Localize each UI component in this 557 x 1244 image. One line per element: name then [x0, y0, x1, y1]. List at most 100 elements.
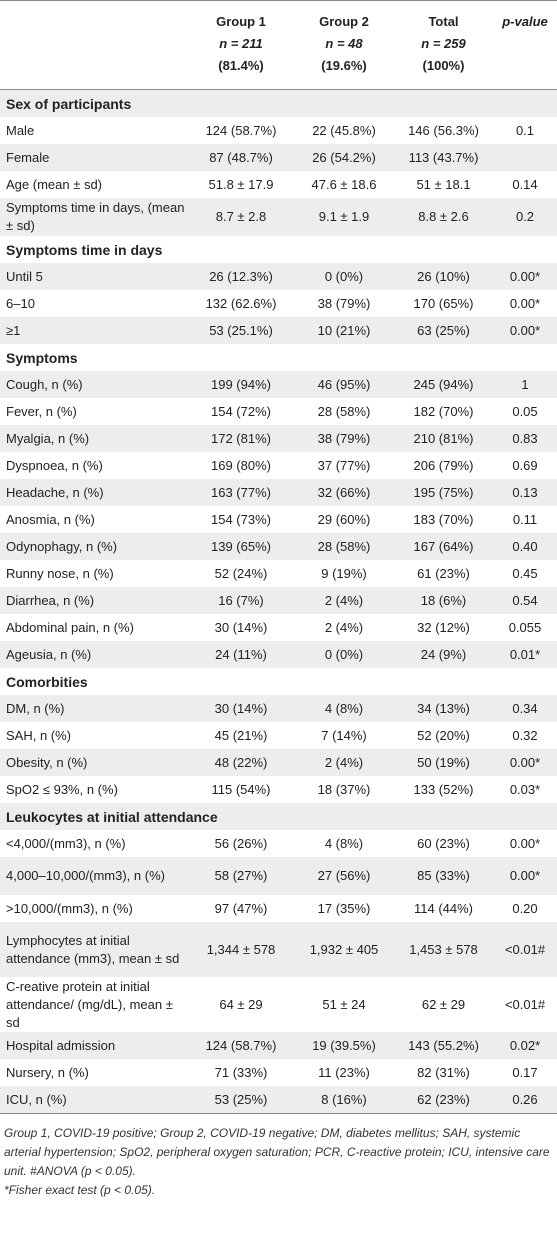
header-empty	[0, 0, 188, 90]
row-label: Abdominal pain, n (%)	[6, 619, 134, 635]
group2-value: 28 (58%)	[294, 533, 394, 560]
group1-value: 16 (7%)	[188, 587, 294, 614]
group2-value: 2 (4%)	[294, 587, 394, 614]
header-group1-n: n = 211	[219, 36, 263, 51]
p-value: 0.69	[512, 457, 538, 473]
section-title: Leukocytes at initial attendance	[0, 803, 557, 830]
total-value: 1,453 ± 578	[394, 922, 493, 977]
group2-value: 7 (14%)	[321, 727, 367, 743]
group1-value: 53 (25%)	[188, 1086, 294, 1114]
table-row: Headache, n (%) 163 (77%) 32 (66%) 195 (75%…	[0, 479, 557, 506]
table-row: Hospital admission 124 (58.7%) 19 (39.5%) 1…	[0, 1032, 557, 1059]
group2-value: 18 (37%)	[317, 781, 371, 797]
header-total-name: Total	[428, 14, 459, 29]
group2-value: 38 (79%)	[294, 425, 394, 452]
row-label: Age (mean ± sd)	[6, 176, 103, 192]
total-value: 143 (55.2%)	[394, 1032, 493, 1059]
row-label: Symptoms time in days, (mean ± sd)	[0, 198, 188, 236]
group1-value: 64 ± 29	[219, 996, 263, 1012]
table-row: 4,000–10,000/(mm3), n (%) 58 (27%) 27 (56%…	[0, 857, 557, 895]
p-value: 0.055	[508, 619, 542, 635]
table-row: Anosmia, n (%) 154 (73%) 29 (60%) 183 (70%)…	[0, 506, 557, 533]
group1-value: 115 (54%)	[211, 781, 271, 797]
total-value: 8.8 ± 2.6	[394, 198, 493, 236]
p-value	[493, 144, 557, 171]
total-value: 146 (56.3%)	[408, 122, 479, 138]
group1-value: 124 (58.7%)	[188, 1032, 294, 1059]
p-value: 0.02*	[493, 1032, 557, 1059]
p-value: 0.17	[512, 1064, 538, 1080]
total-value: 26 (10%)	[394, 263, 493, 290]
row-label: Fever, n (%)	[6, 403, 77, 419]
table-row: C-reative protein at initial attendance/…	[0, 977, 557, 1032]
group2-value: 22 (45.8%)	[312, 122, 376, 138]
row-label: Headache, n (%)	[0, 479, 188, 506]
section-title: Symptoms	[6, 349, 78, 366]
row-label: Nursery, n (%)	[6, 1064, 89, 1080]
p-value: 0.00*	[493, 749, 557, 776]
total-value: 133 (52%)	[413, 781, 474, 797]
header-group1: Group 1 n = 211 (81.4%)	[188, 0, 294, 90]
group2-value: 27 (56%)	[294, 857, 394, 895]
total-value: 18 (6%)	[394, 587, 493, 614]
header-group2-pct: (19.6%)	[321, 58, 367, 73]
row-label: SpO2 ≤ 93%, n (%)	[6, 781, 118, 797]
table-row: ≥1 53 (25.1%) 10 (21%) 63 (25%) 0.00*	[0, 317, 557, 344]
p-value: 0.45	[512, 565, 538, 581]
table-row: Cough, n (%) 199 (94%) 46 (95%) 245 (94%) 1	[0, 371, 557, 398]
table-body: Sex of participants Male 124 (58.7%) 22 (45…	[0, 89, 557, 1114]
total-value: 170 (65%)	[413, 295, 474, 311]
table-row: Odynophagy, n (%) 139 (65%) 28 (58%) 167 (6…	[0, 533, 557, 560]
header-group1-name: Group 1	[216, 14, 266, 29]
table-row: Dyspnoea, n (%) 169 (80%) 37 (77%) 206 (79%…	[0, 452, 557, 479]
p-value: 0.03*	[509, 781, 541, 797]
total-value: 52 (20%)	[417, 727, 470, 743]
row-label: Odynophagy, n (%)	[0, 533, 188, 560]
table-row: Abdominal pain, n (%) 30 (14%) 2 (4%) 32 (1…	[0, 614, 557, 641]
group1-value: 52 (24%)	[214, 565, 268, 581]
group1-value: 71 (33%)	[214, 1064, 268, 1080]
footnote-abbreviations: Group 1, COVID-19 positive; Group 2, COV…	[4, 1126, 550, 1178]
row-label: Diarrhea, n (%)	[0, 587, 188, 614]
group1-value: 30 (14%)	[188, 695, 294, 722]
table-header: Group 1 n = 211 (81.4%) Group 2 n = 48 (…	[0, 0, 557, 90]
p-value: <0.01#	[504, 996, 546, 1012]
p-value: <0.01#	[493, 922, 557, 977]
total-value: 24 (9%)	[394, 641, 493, 668]
row-label: Lymphocytes at initial attendance (mm3),…	[0, 922, 188, 977]
total-value: 61 (23%)	[417, 565, 470, 581]
group2-value: 0 (0%)	[294, 641, 394, 668]
row-label: SAH, n (%)	[6, 727, 72, 743]
total-value: 206 (79%)	[413, 457, 474, 473]
row-label: ≥1	[0, 317, 188, 344]
p-value: 0.40	[493, 533, 557, 560]
table-row: 6–10 132 (62.6%) 38 (79%) 170 (65%) 0.00*	[0, 290, 557, 317]
group1-value: 163 (77%)	[188, 479, 294, 506]
row-label: Female	[0, 144, 188, 171]
group2-value: 19 (39.5%)	[294, 1032, 394, 1059]
p-value: 0.54	[493, 587, 557, 614]
section-header-row: Symptoms time in days	[0, 236, 557, 263]
group1-value: 97 (47%)	[214, 900, 268, 916]
group1-value: 51.8 ± 17.9	[208, 176, 274, 192]
total-value: 62 (23%)	[394, 1086, 493, 1114]
group1-value: 169 (80%)	[211, 457, 271, 473]
table-row: Until 5 26 (12.3%) 0 (0%) 26 (10%) 0.00*	[0, 263, 557, 290]
table-row: Ageusia, n (%) 24 (11%) 0 (0%) 24 (9%) 0.01*	[0, 641, 557, 668]
table-row: Female 87 (48.7%) 26 (54.2%) 113 (43.7%)	[0, 144, 557, 171]
total-value: 51 ± 18.1	[416, 176, 471, 192]
group1-value: 53 (25.1%)	[188, 317, 294, 344]
group1-value: 30 (14%)	[214, 619, 268, 635]
header-pvalue: p-value	[493, 0, 557, 90]
p-value: 0.00*	[509, 835, 541, 851]
group2-value: 47.6 ± 18.6	[311, 176, 377, 192]
row-label: ICU, n (%)	[0, 1086, 188, 1114]
header-total-pct: (100%)	[422, 58, 465, 73]
group1-value: 48 (22%)	[188, 749, 294, 776]
table-container: Group 1 n = 211 (81.4%) Group 2 n = 48 (…	[0, 0, 557, 1197]
p-value: 0.1	[515, 122, 535, 138]
p-value: 0.83	[493, 425, 557, 452]
row-label: Runny nose, n (%)	[6, 565, 114, 581]
footnote-fisher: *Fisher exact test (p < 0.05).	[4, 1183, 156, 1197]
total-value: 34 (13%)	[394, 695, 493, 722]
